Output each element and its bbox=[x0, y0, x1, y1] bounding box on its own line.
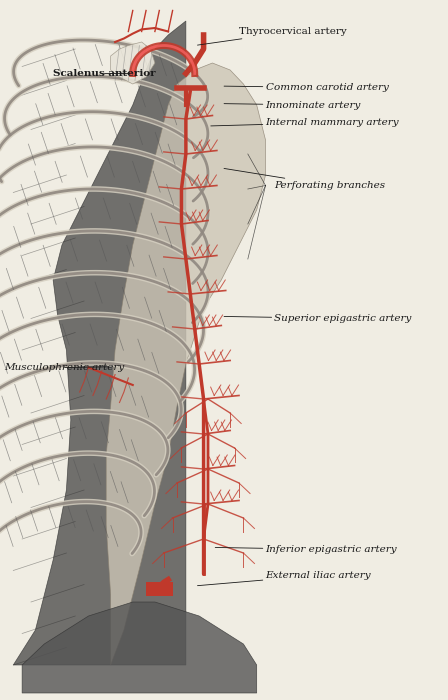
Text: Thyrocervical artery: Thyrocervical artery bbox=[198, 27, 347, 45]
Text: Superior epigastric artery: Superior epigastric artery bbox=[224, 314, 412, 323]
Text: Inferior epigastric artery: Inferior epigastric artery bbox=[215, 545, 397, 554]
Text: Internal mammary artery: Internal mammary artery bbox=[211, 118, 399, 127]
Text: External iliac artery: External iliac artery bbox=[198, 571, 371, 586]
Bar bbox=[146, 582, 172, 596]
Polygon shape bbox=[22, 602, 257, 693]
Text: Common carotid artery: Common carotid artery bbox=[224, 83, 388, 92]
Text: Innominate artery: Innominate artery bbox=[224, 101, 361, 109]
Text: Perforating branches: Perforating branches bbox=[224, 169, 386, 190]
Text: Scalenus anterior: Scalenus anterior bbox=[53, 69, 156, 78]
Polygon shape bbox=[111, 42, 155, 84]
Polygon shape bbox=[106, 63, 266, 665]
Text: Musculophrenic artery: Musculophrenic artery bbox=[4, 363, 125, 372]
Polygon shape bbox=[13, 21, 186, 665]
